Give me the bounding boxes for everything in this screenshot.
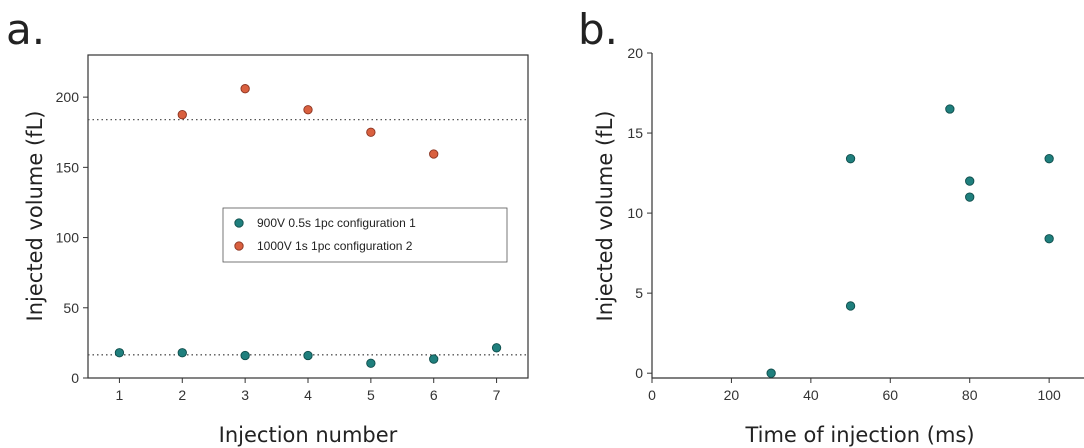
y-tick-label: 0 [71, 370, 79, 386]
data-point-series-2 [177, 110, 187, 120]
y-tick-label: 5 [635, 285, 643, 301]
data-point-series-1 [1044, 154, 1054, 164]
legend-label-series-1: 900V 0.5s 1pc configuration 1 [257, 216, 416, 230]
legend-label-series-2: 1000V 1s 1pc configuration 2 [257, 239, 413, 253]
x-tick-label: 60 [882, 387, 898, 403]
x-tick-label: 0 [648, 387, 656, 403]
data-point-series-1 [240, 350, 250, 361]
data-point-series-1 [429, 354, 439, 364]
panel-b: b. 0 20 40 60 80 100 0 5 10 15 20 Time of injecti… [578, 5, 1084, 447]
data-points [766, 104, 1054, 378]
data-points [114, 84, 502, 368]
y-axis-ticks: 0 5 10 15 20 [627, 45, 652, 381]
x-tick-label: 1 [116, 387, 124, 403]
data-point-series-1 [366, 358, 376, 368]
panel-a: a. 1 2 3 4 5 6 7 0 50 100 150 200 Injection number… [6, 5, 529, 447]
data-point-series-1 [303, 350, 313, 361]
y-tick-label: 0 [635, 365, 643, 381]
x-tick-label: 40 [803, 387, 819, 403]
data-point-series-1 [491, 343, 502, 353]
data-point-series-1 [945, 104, 955, 114]
y-axis-ticks: 0 50 100 150 200 [56, 89, 88, 386]
x-axis-ticks: 0 20 40 60 80 100 [648, 378, 1061, 403]
x-tick-label: 20 [724, 387, 740, 403]
data-point-series-1 [177, 348, 187, 358]
x-tick-label: 80 [962, 387, 978, 403]
data-point-series-1 [766, 368, 776, 378]
data-point-series-2 [366, 127, 376, 137]
data-point-series-2 [240, 84, 250, 94]
panel-a-letter: a. [6, 5, 45, 54]
x-axis-ticks: 1 2 3 4 5 6 7 [116, 378, 501, 403]
legend-marker-series-1 [234, 218, 244, 228]
y-axis-title: Injected volume (fL) [23, 111, 47, 322]
data-point-series-1 [845, 301, 856, 311]
x-tick-label: 2 [178, 387, 186, 403]
y-tick-label: 15 [627, 125, 643, 141]
reference-lines [88, 118, 528, 356]
legend: 900V 0.5s 1pc configuration 1 1000V 1s 1… [222, 207, 508, 263]
panel-b-letter: b. [578, 5, 618, 54]
data-point-series-2 [429, 149, 439, 159]
plot-b-axes [651, 53, 1084, 379]
x-tick-label: 100 [1037, 387, 1061, 403]
legend-box [222, 207, 508, 263]
y-tick-label: 150 [56, 159, 80, 175]
y-tick-label: 50 [63, 300, 79, 316]
y-tick-label: 10 [627, 205, 643, 221]
x-tick-label: 3 [241, 387, 249, 403]
legend-marker-series-2 [234, 241, 244, 251]
data-point-series-1 [1044, 234, 1054, 244]
y-tick-label: 20 [627, 45, 643, 61]
data-point-series-2 [303, 105, 313, 115]
x-tick-label: 6 [430, 387, 438, 403]
x-axis-title: Injection number [219, 423, 398, 447]
data-point-series-1 [114, 348, 125, 358]
data-point-series-1 [845, 154, 856, 164]
data-point-series-1 [965, 192, 975, 202]
x-tick-label: 7 [493, 387, 501, 403]
y-tick-label: 100 [56, 230, 80, 246]
y-axis-title: Injected volume (fL) [593, 111, 617, 322]
y-tick-label: 200 [56, 89, 80, 105]
x-tick-label: 5 [367, 387, 375, 403]
x-axis-title: Time of injection (ms) [744, 423, 974, 447]
data-point-series-1 [965, 176, 975, 186]
x-tick-label: 4 [304, 387, 312, 403]
